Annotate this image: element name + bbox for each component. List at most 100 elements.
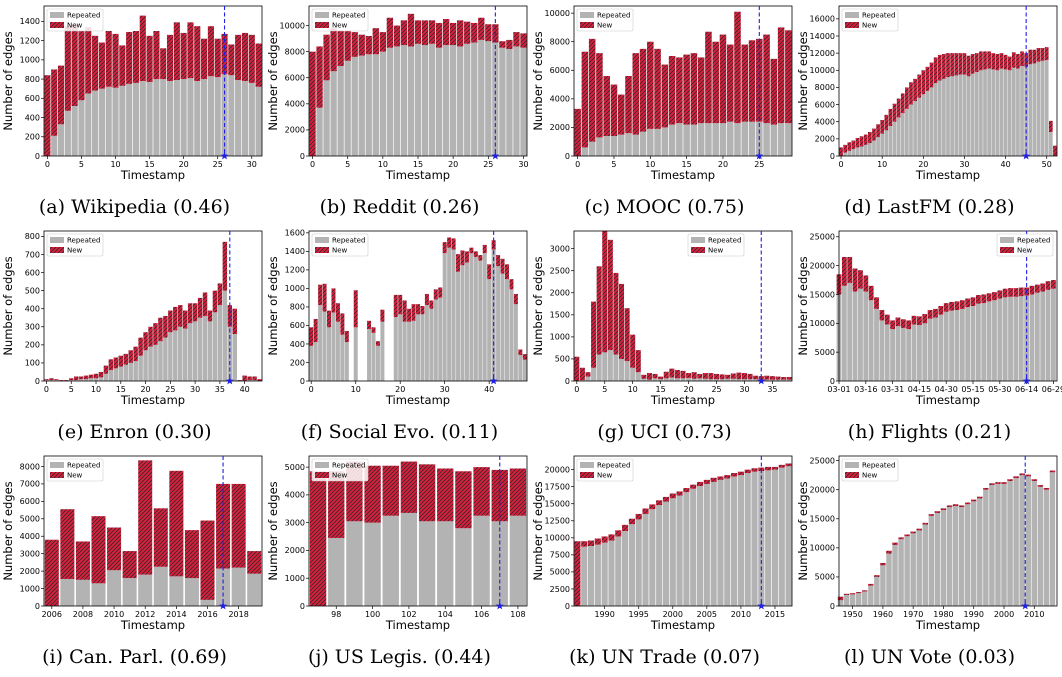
split-star-marker	[225, 376, 234, 385]
bar-repeated	[863, 291, 869, 381]
bar-repeated	[169, 576, 184, 606]
subfigure-caption: (d) LastFM (0.28)	[844, 196, 1015, 218]
chart-svg: 0 2000 4000 6000 8000 10000 0 5 10 15 20 25 Timestam…	[532, 5, 793, 182]
bar-repeated	[228, 75, 235, 156]
bar-repeated	[435, 47, 443, 156]
y-tick-label: 800	[25, 75, 40, 84]
x-axis-label: Timestamp	[385, 168, 450, 182]
x-tick-label: 20	[918, 160, 928, 169]
bar-repeated	[905, 108, 909, 156]
bar-new	[118, 355, 124, 367]
bar-new	[1016, 54, 1020, 69]
bar-new	[868, 583, 874, 586]
bar-new	[1013, 476, 1019, 479]
y-tick-label: 25000	[810, 456, 835, 465]
bar-repeated	[747, 379, 753, 381]
bar-new	[641, 374, 647, 379]
bar-repeated	[770, 124, 778, 156]
bar-new	[602, 231, 608, 353]
bar-new	[630, 334, 636, 368]
bar-new	[187, 303, 193, 324]
bar-new	[730, 373, 736, 379]
bar-repeated	[970, 73, 975, 156]
bar-new	[702, 373, 708, 379]
bar-new	[747, 373, 753, 380]
bar-new	[499, 41, 506, 48]
bar-repeated	[457, 46, 464, 156]
split-star-marker	[495, 601, 504, 610]
bar-new	[717, 476, 724, 480]
bar-new	[683, 54, 690, 125]
bar-new	[337, 30, 344, 66]
bar-new	[708, 373, 714, 380]
bar-new	[892, 542, 898, 545]
y-axis-label: Number of edges	[532, 31, 545, 130]
x-tick-label: 20	[395, 385, 405, 394]
chart-svg: 0 1000 2000 3000 4000 5000 6000 7000 8000 2006 200…	[2, 455, 263, 632]
bar-repeated	[146, 81, 153, 156]
bar-new	[954, 53, 959, 76]
bar-new	[380, 309, 385, 322]
bar-new	[457, 20, 464, 47]
bar-repeated	[192, 321, 198, 381]
bar-repeated	[438, 297, 443, 381]
bar-new	[44, 379, 49, 381]
bar-repeated	[843, 152, 848, 156]
subfigure-caption: (i) Can. Parl. (0.69)	[42, 646, 227, 668]
bar-repeated	[123, 364, 128, 381]
bar-new	[194, 26, 201, 82]
bar-repeated	[227, 326, 233, 381]
bar-new	[88, 374, 94, 379]
legend-label-new: New	[862, 472, 878, 480]
legend-swatch-repeated	[50, 462, 64, 468]
bar-new	[928, 514, 935, 516]
bar-repeated	[880, 565, 886, 606]
bar-repeated	[255, 86, 262, 156]
bar-repeated	[132, 82, 140, 156]
x-tick-label: 05-30	[988, 385, 1011, 394]
bar-new	[169, 470, 184, 577]
y-tick-label: 5000	[20, 515, 40, 524]
bar-repeated	[107, 570, 122, 606]
bar-new	[916, 316, 922, 326]
y-tick-label: 16000	[810, 15, 835, 24]
y-tick-label: 0	[35, 602, 40, 611]
bar-repeated	[837, 600, 844, 606]
x-tick-label: 108	[510, 610, 525, 619]
legend-label-new: New	[1017, 247, 1033, 255]
bar-new	[435, 22, 443, 48]
x-tick-label: 2000	[994, 610, 1014, 619]
bar-repeated	[207, 321, 213, 381]
bar-repeated	[649, 509, 656, 606]
bar-repeated	[987, 68, 991, 156]
chart-panel: 0 1000 2000 3000 4000 5000 98 100 102 104 106 108 Ti…	[267, 450, 532, 675]
chart-panel: 0 200 400 600 800 1000 1200 1400 1600 0 10 20 30 40 Ti…	[267, 225, 532, 450]
bar-repeated	[105, 86, 112, 156]
bar-repeated	[977, 498, 983, 606]
bar-repeated	[78, 100, 85, 156]
bar-new	[473, 251, 478, 257]
y-tick-label: 200	[25, 341, 40, 350]
y-tick-label: 8000	[815, 83, 835, 92]
bar-new	[358, 34, 365, 56]
bar-new	[581, 541, 588, 547]
split-star-marker	[757, 601, 766, 610]
bar-repeated	[587, 546, 595, 606]
bar-new	[153, 31, 160, 80]
bar-repeated	[867, 143, 872, 156]
x-tick-label: 15	[145, 160, 155, 169]
bar-new	[241, 32, 249, 81]
bar-new	[958, 505, 965, 508]
x-tick-label: 40	[1000, 160, 1010, 169]
bar-new	[365, 36, 372, 55]
bar-repeated	[916, 325, 922, 381]
plot-frame	[838, 455, 1058, 607]
bar-repeated	[231, 567, 246, 606]
bar-new	[1045, 281, 1051, 290]
bar-repeated	[184, 578, 199, 606]
y-tick-label: 0	[565, 152, 570, 161]
y-tick-label: 1200	[20, 36, 40, 45]
bar-new	[615, 530, 622, 537]
bar-repeated	[946, 507, 953, 606]
bar-new	[725, 374, 731, 379]
